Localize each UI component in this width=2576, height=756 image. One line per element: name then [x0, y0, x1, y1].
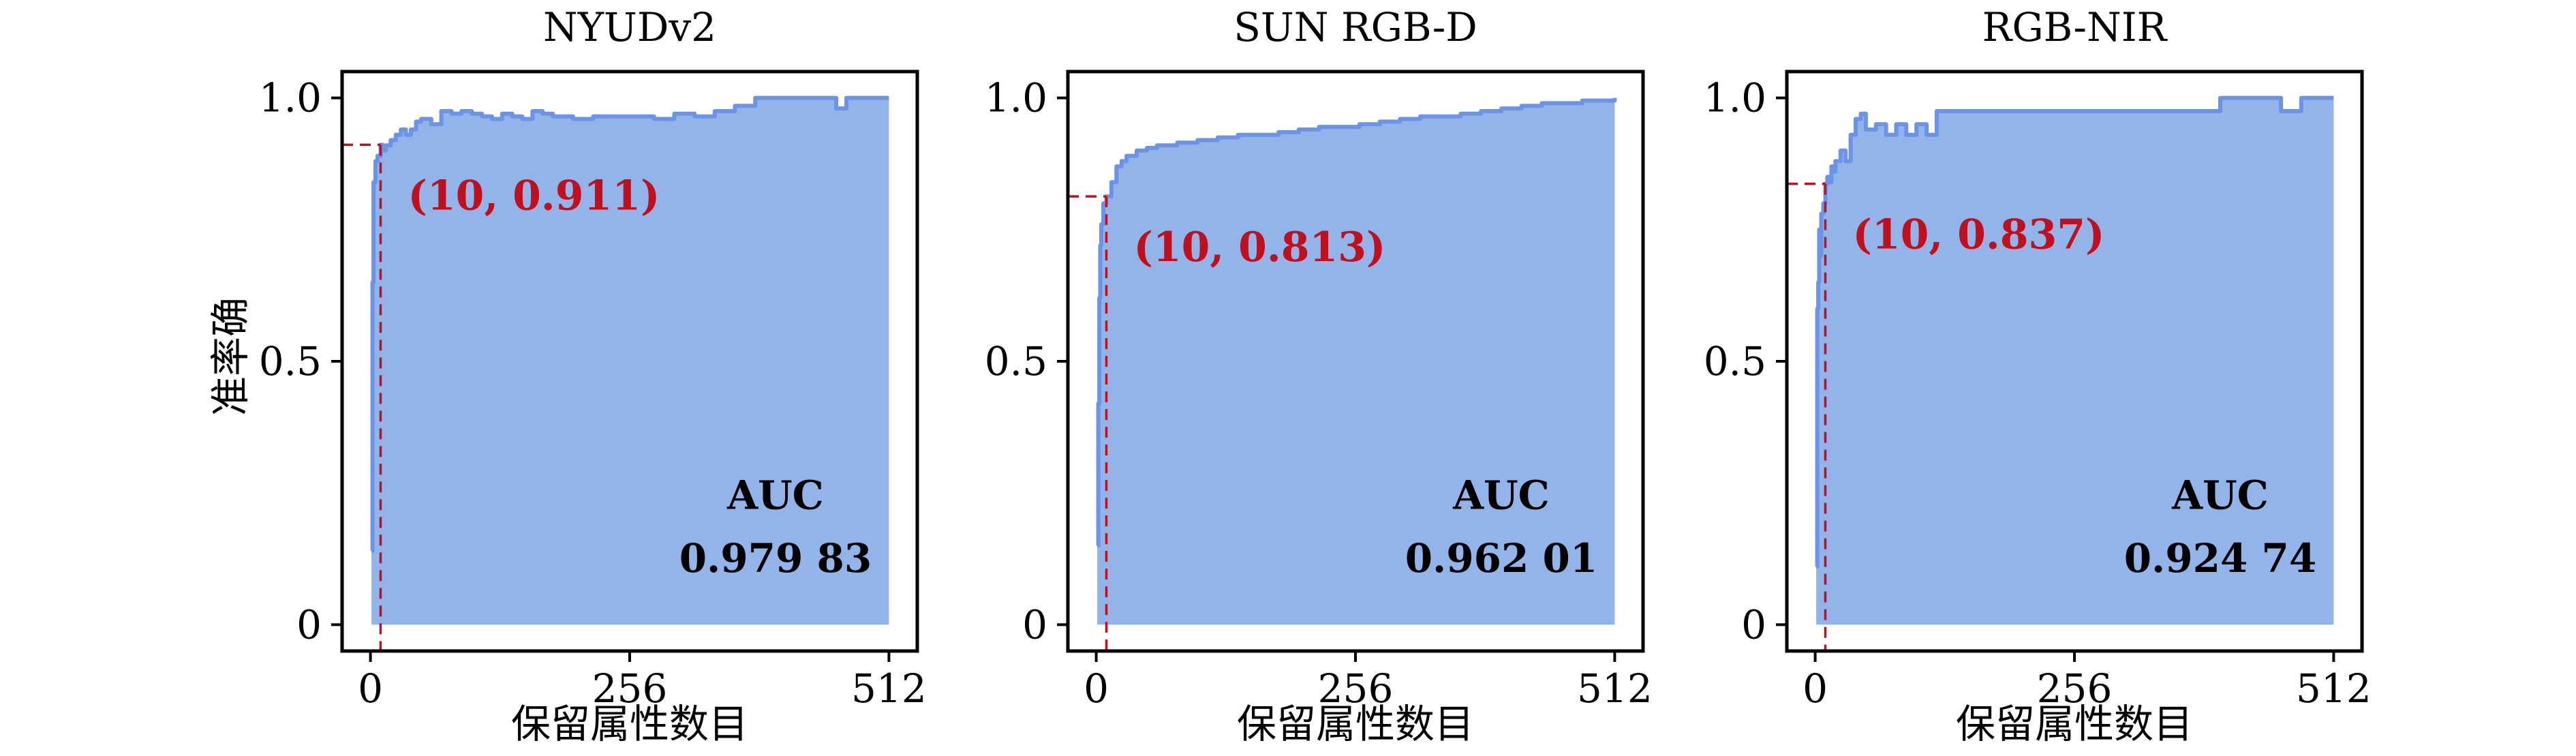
auc-value: 0.962 01 [1405, 535, 1598, 581]
y-tick-label: 0 [1741, 601, 1766, 648]
chart-title: SUN RGB-D [1233, 4, 1477, 50]
marker-label: (10, 0.813) [1133, 224, 1385, 271]
y-tick-label: 0 [296, 601, 322, 648]
x-tick-label: 256 [1318, 665, 1394, 712]
chart-title: RGB-NIR [1982, 4, 2168, 50]
chart-panels: (10, 0.911) AUC 0.979 83 NYUDv2 0 256 512 0 0.5 1… [259, 4, 2372, 747]
accuracy-line [370, 95, 889, 554]
y-tick-label: 0.5 [259, 338, 322, 384]
x-axis-label: 保留属性数目 [511, 701, 748, 747]
x-tick-label: 0 [1803, 665, 1828, 712]
marker-label: (10, 0.911) [408, 172, 660, 220]
area-fill [371, 97, 889, 625]
area-fill [1097, 97, 1615, 625]
x-tick-label: 512 [2296, 665, 2372, 712]
y-axis-label: 准率确 [207, 297, 254, 416]
auc-label: AUC [1452, 472, 1550, 518]
x-axis-label: 保留属性数目 [1956, 701, 2193, 747]
x-tick-label: 0 [1084, 665, 1109, 712]
accuracy-line [1815, 95, 2334, 569]
auc-label: AUC [2171, 472, 2269, 518]
y-tick-label: 0.5 [1704, 338, 1766, 384]
marker-label: (10, 0.837) [1852, 211, 2104, 259]
auc-value: 0.979 83 [679, 535, 872, 581]
y-tick-label: 1.0 [259, 75, 322, 121]
x-tick-label: 256 [2037, 665, 2113, 712]
x-tick-label: 512 [851, 665, 927, 712]
area-fill [1816, 97, 2334, 625]
chart-panel: (10, 0.911) AUC 0.979 83 NYUDv2 0 256 512 0 0.5 1… [259, 4, 927, 747]
x-tick-label: 256 [592, 665, 668, 712]
chart-panel: (10, 0.813) AUC 0.962 01 SUN RGB-D 0 256 512 0 0… [985, 4, 1653, 747]
auc-value: 0.924 74 [2124, 535, 2317, 581]
y-tick-label: 1.0 [985, 75, 1047, 121]
chart-panel: (10, 0.837) AUC 0.924 74 RGB-NIR 0 256 512 0 0.5… [1704, 4, 2372, 747]
y-tick-label: 0 [1022, 601, 1047, 648]
y-tick-label: 1.0 [1704, 75, 1766, 121]
y-tick-label: 0.5 [985, 338, 1047, 384]
x-tick-label: 512 [1577, 665, 1653, 712]
chart-title: NYUDv2 [543, 4, 716, 50]
x-tick-label: 0 [358, 665, 383, 712]
auc-label: AUC [726, 472, 824, 518]
x-axis-label: 保留属性数目 [1237, 701, 1474, 747]
